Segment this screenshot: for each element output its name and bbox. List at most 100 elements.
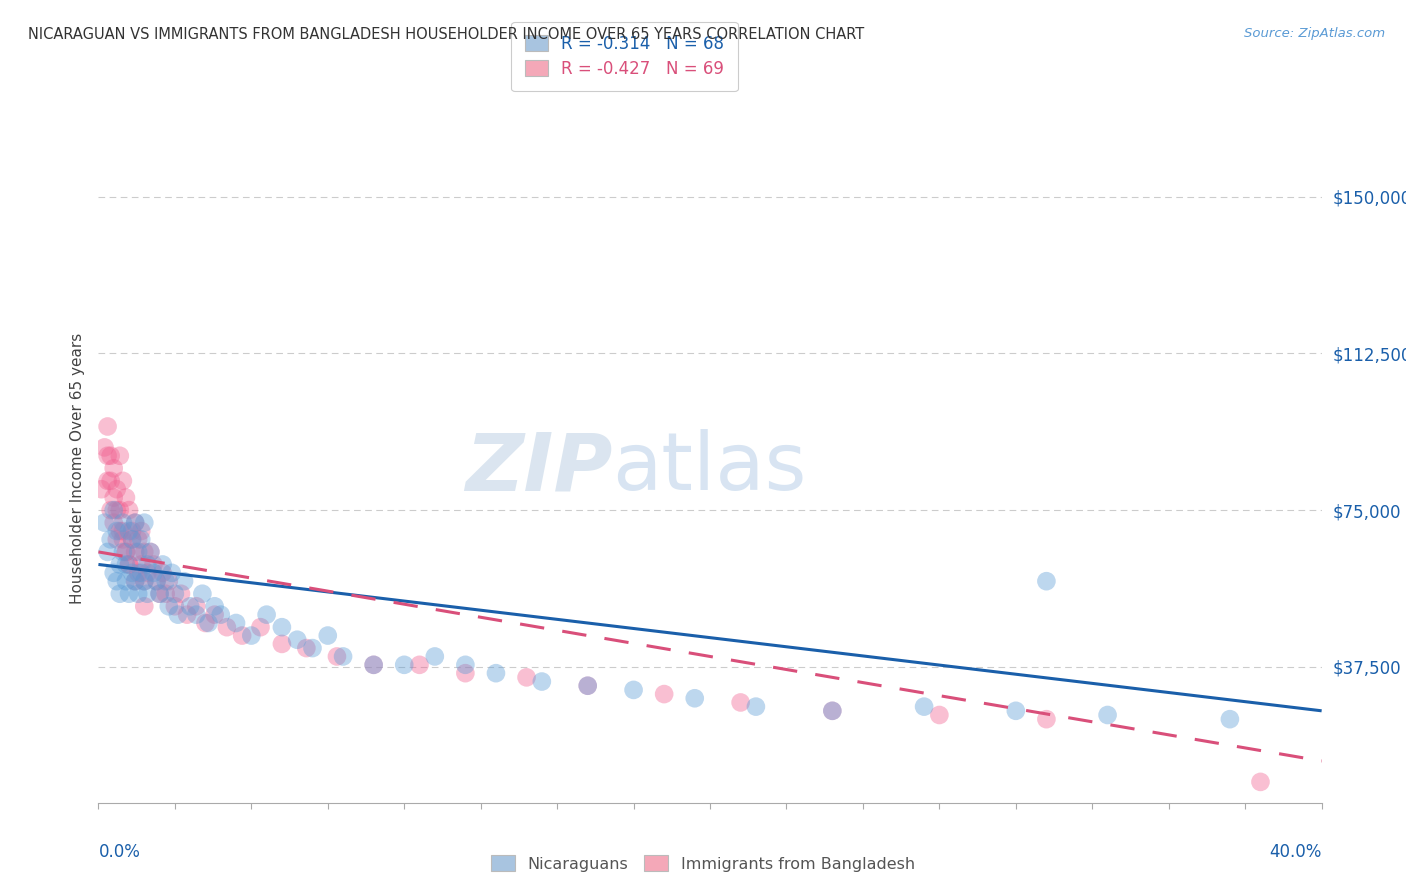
Point: [576, 679, 599, 693]
Point: [127, 545, 149, 559]
Point: [115, 574, 138, 589]
Legend: R = -0.314   N = 68, R = -0.427   N = 69: R = -0.314 N = 68, R = -0.427 N = 69: [512, 21, 738, 91]
Point: [97, 474, 120, 488]
Point: [108, 449, 131, 463]
Point: [231, 628, 253, 642]
Point: [118, 503, 141, 517]
Point: [167, 607, 190, 622]
Point: [1035, 574, 1057, 589]
Point: [730, 696, 752, 710]
Point: [136, 558, 159, 572]
Point: [173, 574, 195, 589]
Point: [142, 558, 165, 572]
Point: [145, 574, 167, 589]
Point: [124, 574, 146, 589]
Point: [103, 566, 125, 580]
Point: [100, 449, 122, 463]
Point: [516, 670, 538, 684]
Point: [163, 599, 186, 614]
Point: [129, 558, 152, 572]
Point: [134, 599, 156, 614]
Point: [100, 503, 122, 517]
Point: [652, 687, 675, 701]
Point: [623, 682, 645, 697]
Point: [179, 599, 201, 614]
Point: [121, 533, 143, 547]
Point: [124, 516, 146, 530]
Point: [100, 474, 122, 488]
Point: [301, 641, 323, 656]
Point: [136, 566, 159, 580]
Point: [683, 691, 706, 706]
Point: [157, 599, 180, 614]
Point: [97, 545, 120, 559]
Point: [249, 620, 271, 634]
Y-axis label: Householder Income Over 65 years: Householder Income Over 65 years: [69, 333, 84, 604]
Point: [170, 587, 193, 601]
Point: [118, 558, 141, 572]
Text: 0.0%: 0.0%: [98, 843, 141, 861]
Point: [127, 533, 149, 547]
Point: [121, 566, 143, 580]
Point: [186, 599, 208, 614]
Point: [134, 574, 156, 589]
Point: [139, 545, 162, 559]
Point: [124, 545, 146, 559]
Point: [118, 524, 141, 538]
Text: atlas: atlas: [612, 429, 807, 508]
Point: [145, 574, 167, 589]
Text: NICARAGUAN VS IMMIGRANTS FROM BANGLADESH HOUSEHOLDER INCOME OVER 65 YEARS CORREL: NICARAGUAN VS IMMIGRANTS FROM BANGLADESH…: [28, 27, 865, 42]
Point: [108, 587, 131, 601]
Point: [129, 533, 152, 547]
Point: [97, 419, 120, 434]
Point: [111, 516, 134, 530]
Text: Source: ZipAtlas.com: Source: ZipAtlas.com: [1244, 27, 1385, 40]
Point: [111, 474, 134, 488]
Legend: Nicaraguans, Immigrants from Bangladesh: Nicaraguans, Immigrants from Bangladesh: [482, 847, 924, 880]
Point: [108, 503, 131, 517]
Point: [160, 566, 183, 580]
Point: [821, 704, 844, 718]
Point: [326, 649, 349, 664]
Point: [108, 524, 131, 538]
Point: [270, 637, 292, 651]
Point: [186, 607, 208, 622]
Point: [912, 699, 935, 714]
Text: 40.0%: 40.0%: [1270, 843, 1322, 861]
Point: [129, 566, 152, 580]
Point: [103, 491, 125, 505]
Point: [93, 516, 115, 530]
Point: [127, 566, 149, 580]
Point: [90, 482, 112, 496]
Point: [215, 620, 238, 634]
Point: [485, 666, 508, 681]
Point: [1249, 775, 1271, 789]
Point: [105, 503, 128, 517]
Point: [176, 607, 198, 622]
Point: [121, 524, 143, 538]
Point: [129, 524, 152, 538]
Point: [111, 545, 134, 559]
Point: [454, 657, 477, 672]
Point: [115, 545, 138, 559]
Point: [111, 524, 134, 538]
Point: [124, 516, 146, 530]
Point: [423, 649, 446, 664]
Point: [134, 574, 156, 589]
Point: [155, 587, 177, 601]
Point: [103, 503, 125, 517]
Point: [121, 533, 143, 547]
Point: [295, 641, 318, 656]
Point: [1219, 712, 1241, 726]
Point: [115, 491, 138, 505]
Point: [149, 587, 172, 601]
Point: [152, 566, 174, 580]
Point: [97, 449, 120, 463]
Point: [127, 587, 149, 601]
Point: [139, 545, 162, 559]
Point: [134, 516, 156, 530]
Point: [197, 615, 219, 630]
Point: [105, 482, 128, 496]
Point: [204, 607, 226, 622]
Point: [363, 657, 385, 672]
